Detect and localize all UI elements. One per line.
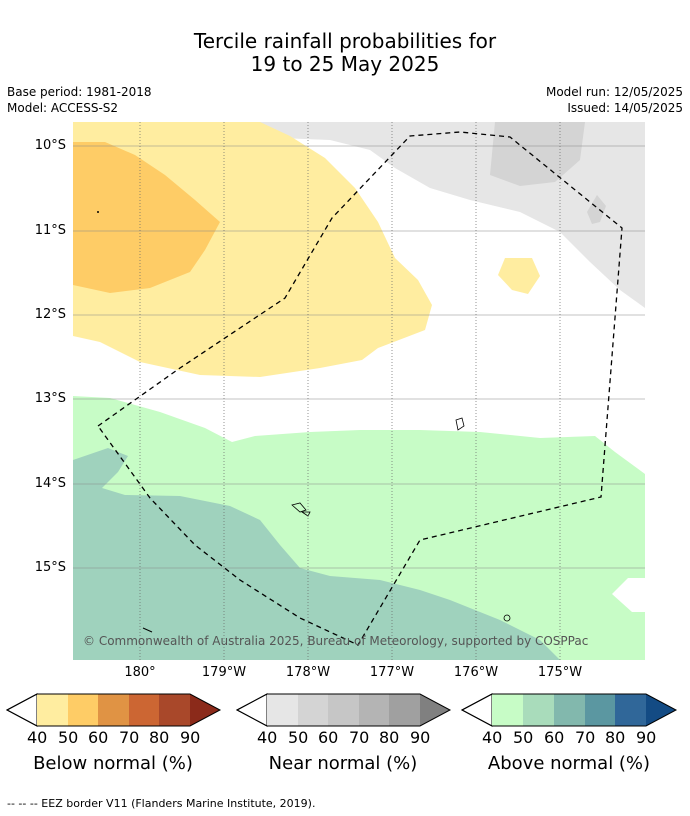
colorbar-below-cell <box>159 694 190 726</box>
lon-label: 175°W <box>537 665 583 680</box>
below-tick: 70 <box>119 728 140 747</box>
title-line-2: 19 to 25 May 2025 <box>250 52 440 76</box>
island-outline <box>291 502 307 513</box>
above-tick: 90 <box>636 728 657 747</box>
island-outline <box>300 511 311 517</box>
legend-near-label: Near normal (%) <box>268 753 418 774</box>
map-canvas: © Commonwealth of Australia 2025, Bureau… <box>73 122 645 660</box>
colorbar-near-outline <box>235 693 452 727</box>
colorbar-strip <box>5 693 678 727</box>
colorbar-above-arrow-left <box>460 693 493 727</box>
colorbar-below-outline <box>5 693 222 727</box>
colorbar-near-cell <box>298 694 328 726</box>
colorbar-above-cell <box>615 694 646 726</box>
colorbar-near-cell <box>359 694 389 726</box>
island-outline <box>142 627 153 633</box>
island-outline <box>503 614 511 622</box>
gridlines <box>73 145 645 569</box>
lat-label: 14°S <box>34 476 66 491</box>
near-tick: 50 <box>288 728 309 747</box>
eez-footnote: -- -- -- EEZ border V11 (Flanders Marine… <box>7 797 316 810</box>
colorbar-ticks: 40 50 60 70 80 90 40 50 60 70 80 90 40 5… <box>0 728 690 748</box>
legend-below-label: Below normal (%) <box>33 753 193 774</box>
title-line-1: Tercile rainfall probabilities for <box>193 29 497 53</box>
colorbar-below <box>5 693 222 727</box>
base-period: Base period: 1981-2018 <box>7 85 152 99</box>
above-tick: 40 <box>482 728 503 747</box>
near-normal-50-patch <box>587 195 606 224</box>
lat-label: 11°S <box>34 223 66 238</box>
colorbar-near-arrow-left <box>235 693 268 727</box>
colorbar-above-arrow-right <box>646 694 676 726</box>
colorbar-below-cell <box>98 694 129 726</box>
lat-label: 15°S <box>34 560 66 575</box>
colorbar-above-outline <box>460 693 678 727</box>
above-tick: 50 <box>513 728 534 747</box>
near-normal-50-region <box>490 122 585 186</box>
meta-right: Model run: 12/05/2025 Issued: 14/05/2025 <box>546 84 683 116</box>
colorbar-near <box>235 693 452 727</box>
near-tick: 70 <box>349 728 370 747</box>
above-tick: 80 <box>605 728 626 747</box>
colorbar-above-cell <box>492 694 523 726</box>
colorbar-near-cell <box>389 694 420 726</box>
above-normal-50-region <box>73 448 560 660</box>
colorbar-near-cell <box>328 694 359 726</box>
colorbar-above-cell <box>554 694 585 726</box>
meta-left: Base period: 1981-2018 Model: ACCESS-S2 <box>7 84 152 116</box>
below-tick: 50 <box>58 728 79 747</box>
colorbar-near-arrow-right <box>420 694 450 726</box>
colorbar-above-cell <box>585 694 615 726</box>
colorbar-above <box>460 693 678 727</box>
near-tick: 90 <box>410 728 431 747</box>
below-normal-40-patch <box>498 258 540 294</box>
below-tick: 80 <box>149 728 170 747</box>
island-outline <box>455 417 465 431</box>
colorbar-below-arrow-right <box>190 694 220 726</box>
below-tick: 90 <box>180 728 201 747</box>
colorbar-below-arrow-left <box>5 693 38 727</box>
legend-above-label: Above normal (%) <box>487 753 651 774</box>
lon-label: 179°W <box>201 665 247 680</box>
model-run: Model run: 12/05/2025 <box>545 85 683 99</box>
near-tick: 40 <box>257 728 278 747</box>
issued-date: Issued: 14/05/2025 <box>567 101 683 115</box>
lat-label: 13°S <box>34 391 66 406</box>
copyright-text: © Commonwealth of Australia 2025, Bureau… <box>83 634 588 648</box>
colorbar-below-cell <box>129 694 159 726</box>
map-title: Tercile rainfall probabilities for 19 to… <box>0 30 690 76</box>
lat-label: 10°S <box>34 138 66 153</box>
eez-border <box>97 131 623 646</box>
near-tick: 60 <box>318 728 339 747</box>
island-dot <box>97 211 99 213</box>
lon-label: 180° <box>124 665 156 680</box>
model-name: Model: ACCESS-S2 <box>7 101 119 115</box>
below-normal-50-region <box>73 142 220 293</box>
above-tick: 70 <box>575 728 596 747</box>
above-tick: 60 <box>544 728 565 747</box>
lon-label: 176°W <box>453 665 499 680</box>
colorbar-below-cell <box>68 694 98 726</box>
colorbar-above-cell <box>523 694 554 726</box>
near-tick: 80 <box>379 728 400 747</box>
below-tick: 60 <box>88 728 109 747</box>
below-tick: 40 <box>27 728 48 747</box>
lat-label: 12°S <box>34 307 66 322</box>
lon-label: 178°W <box>285 665 331 680</box>
map-area: © Commonwealth of Australia 2025, Bureau… <box>73 122 645 660</box>
colorbar-near-cell <box>267 694 298 726</box>
colorbar-below-cell <box>37 694 68 726</box>
lon-label: 177°W <box>369 665 415 680</box>
